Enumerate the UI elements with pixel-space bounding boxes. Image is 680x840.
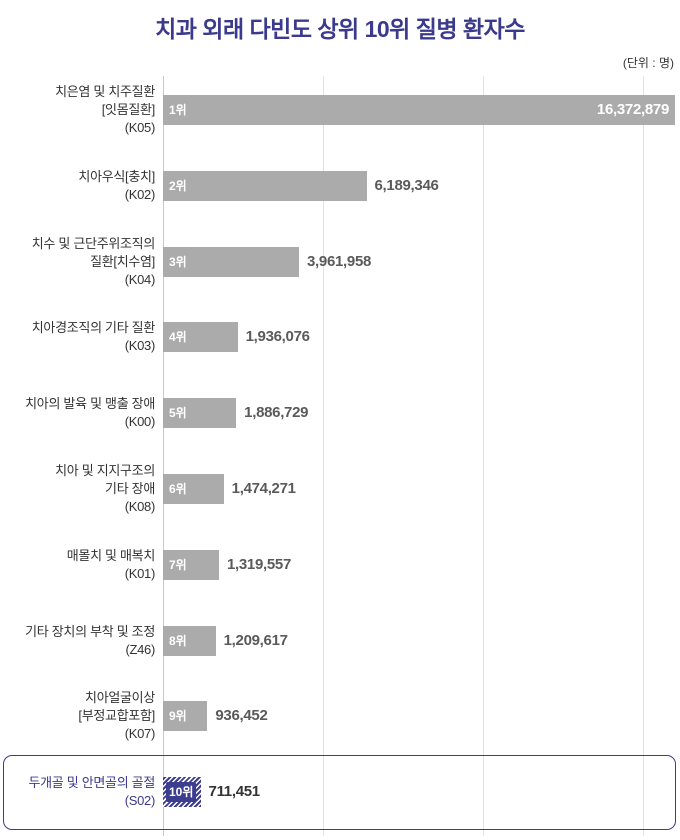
category-label: 기타 장치의 부착 및 조정 (Z46) bbox=[25, 623, 155, 657]
rank-label: 7위 bbox=[169, 557, 187, 572]
bar: 9위 bbox=[163, 701, 208, 732]
value-label: 1,886,729 bbox=[244, 404, 309, 422]
value-label: 711,451 bbox=[208, 783, 261, 801]
bar: 10위 bbox=[163, 777, 201, 808]
value-label: 1,474,271 bbox=[231, 480, 296, 497]
rank-label: 2위 bbox=[169, 178, 187, 193]
rank-label: 3위 bbox=[169, 254, 187, 269]
value-label: 3,961,958 bbox=[307, 252, 372, 270]
rank-label: 4위 bbox=[169, 330, 187, 345]
category-label: 치아의 발육 및 맹출 장애 (K00) bbox=[25, 396, 155, 430]
category-label: 치은염 및 치주질환 [잇몸질환] (K05) bbox=[55, 84, 155, 135]
bar: 5위 bbox=[163, 398, 237, 429]
value-label: 1,936,076 bbox=[245, 328, 310, 346]
rank-label: 1위 bbox=[169, 103, 187, 117]
category-label: 치아얼굴이상 [부정교합포함] (K07) bbox=[78, 690, 155, 742]
category-label: 매몰치 및 매복치 (K01) bbox=[66, 547, 156, 581]
bar: 4위 bbox=[163, 322, 238, 353]
category-label: 치아경조직의 기타 질환 (K03) bbox=[31, 320, 156, 354]
rank-label: 8위 bbox=[169, 633, 187, 648]
axis-line bbox=[163, 76, 164, 836]
value-label: 16,372,879 bbox=[596, 101, 669, 118]
bar: 1위 bbox=[163, 95, 675, 125]
value-label: 1,319,557 bbox=[226, 555, 291, 573]
highlight-box bbox=[3, 755, 676, 831]
bar: 8위 bbox=[163, 625, 216, 656]
category-label: 치아우식[충치] (K02) bbox=[78, 168, 155, 202]
grid-line bbox=[483, 76, 484, 836]
value-label: 936,452 bbox=[215, 707, 268, 725]
unit-label: (단위 : 명) bbox=[622, 56, 674, 70]
value-label: 6,189,346 bbox=[374, 176, 439, 194]
category-label: 두개골 및 안면골의 골절 (S02) bbox=[28, 775, 155, 809]
rank-label: 10위 bbox=[166, 782, 197, 803]
bar: 7위 bbox=[163, 549, 219, 580]
rank-label: 5위 bbox=[169, 406, 187, 421]
bar: 3위 bbox=[163, 246, 300, 277]
value-label: 1,209,617 bbox=[223, 631, 288, 649]
rank-label: 9위 bbox=[169, 709, 187, 724]
category-label: 치수 및 근단주위조직의 질환[치수염] (K04) bbox=[31, 235, 156, 287]
chart-title: 치과 외래 다빈도 상위 10위 질병 환자수 bbox=[155, 16, 525, 42]
grid-line bbox=[643, 76, 644, 836]
category-label: 치아 및 지지구조의 기타 장애 (K08) bbox=[55, 463, 155, 514]
grid-line bbox=[323, 76, 324, 836]
rank-label: 6위 bbox=[169, 482, 187, 496]
bar: 2위 bbox=[163, 170, 367, 201]
bar: 6위 bbox=[163, 474, 224, 504]
